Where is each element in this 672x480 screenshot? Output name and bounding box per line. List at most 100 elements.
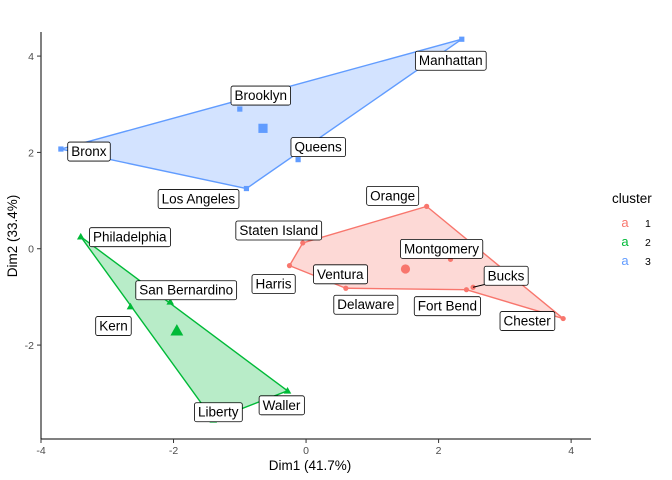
- cluster-1-centroid: [400, 264, 411, 274]
- label-box: [414, 50, 487, 71]
- label-text: Orange: [370, 188, 415, 203]
- point-bronx: [58, 146, 64, 152]
- label-kern: Kern: [95, 316, 132, 336]
- point-manhattan: [459, 36, 465, 42]
- label-box: [194, 402, 243, 423]
- label-box: [251, 274, 296, 295]
- x-tick-label: 4: [568, 445, 574, 457]
- legend-label-2: 2: [645, 237, 651, 249]
- label-box: [89, 227, 171, 248]
- label-bucks: Bucks: [483, 265, 529, 286]
- label-philadelphia: Philadelphia: [89, 227, 171, 248]
- label-box: [67, 141, 111, 162]
- label-manhattan: Manhattan: [414, 50, 487, 71]
- label-text: Kern: [99, 319, 128, 334]
- label-ventura: Ventura: [313, 264, 368, 285]
- point-delaware: [343, 285, 349, 291]
- point-harris: [286, 263, 293, 269]
- label-los-angeles: Los Angeles: [157, 189, 240, 209]
- label-box: [235, 220, 323, 241]
- legend-key-1: a: [621, 215, 629, 230]
- label-box: [230, 85, 291, 106]
- label-box: [95, 316, 132, 336]
- label-box: [313, 264, 368, 285]
- label-bronx: Bronx: [67, 141, 111, 162]
- y-tick-label: 4: [28, 51, 34, 63]
- label-box: [499, 311, 556, 331]
- label-box: [258, 395, 305, 416]
- label-box: [333, 294, 399, 315]
- label-box: [157, 189, 240, 209]
- point-san-bernardino: [166, 297, 175, 305]
- label-text: Brooklyn: [235, 88, 288, 103]
- x-tick-label: -4: [36, 445, 45, 457]
- y-tick-label: 0: [28, 244, 34, 256]
- label-text: Los Angeles: [162, 192, 236, 207]
- x-tick-label: 2: [436, 445, 442, 457]
- label-text: Fort Bend: [418, 299, 477, 314]
- point-queens: [295, 157, 301, 163]
- point-kern: [126, 302, 135, 310]
- label-text: San Bernardino: [139, 283, 233, 298]
- cluster-2-centroid: [170, 324, 184, 336]
- label-text: Queens: [294, 140, 342, 155]
- legend: cluster a 1 a 2 a 3: [612, 191, 652, 268]
- label-box: [400, 238, 484, 259]
- label-delaware: Delaware: [333, 294, 399, 315]
- legend-key-2: a: [621, 234, 629, 249]
- point-fort-bend: [463, 287, 470, 293]
- label-fort-bend: Fort Bend: [413, 296, 481, 317]
- label-text: Staten Island: [239, 223, 318, 238]
- label-text: Waller: [263, 398, 301, 413]
- label-box: [483, 265, 529, 286]
- label-box: [290, 137, 346, 158]
- point-staten-island: [300, 240, 306, 246]
- label-text: Harris: [255, 277, 291, 292]
- label-box: [135, 280, 238, 301]
- label-brooklyn: Brooklyn: [230, 85, 291, 106]
- point-brooklyn: [237, 106, 243, 112]
- label-san-bernardino: San Bernardino: [135, 280, 238, 301]
- y-tick-label: -2: [25, 340, 34, 352]
- y-tick-label: 2: [28, 147, 34, 159]
- label-text: Montgomery: [404, 241, 479, 256]
- cluster-3-centroid: [258, 123, 268, 133]
- label-text: Bucks: [488, 268, 525, 283]
- legend-label-3: 3: [645, 256, 651, 268]
- label-orange: Orange: [366, 185, 420, 206]
- label-liberty: Liberty: [194, 402, 243, 423]
- point-philadelphia: [76, 232, 85, 240]
- label-text: Chester: [504, 314, 552, 329]
- label-text: Delaware: [337, 297, 394, 312]
- label-harris: Harris: [251, 274, 296, 295]
- label-queens: Queens: [290, 137, 346, 158]
- x-tick-label: 0: [303, 445, 309, 457]
- point-labels: Staten Island Orange Montgomery Ventura Harr…: [67, 50, 556, 423]
- point-waller: [283, 387, 292, 394]
- label-chester: Chester: [499, 311, 556, 331]
- label-text: Ventura: [317, 267, 364, 282]
- legend-key-3: a: [621, 253, 629, 268]
- point-los-angeles: [243, 185, 250, 192]
- label-text: Bronx: [71, 144, 107, 159]
- legend-title: cluster: [612, 191, 652, 206]
- axis-ticks: -4 -2 0 2 4 -2 0 2 4: [25, 51, 575, 457]
- label-staten-island: Staten Island: [235, 220, 323, 241]
- point-orange: [424, 203, 430, 209]
- y-axis-title: Dim2 (33.4%): [5, 195, 20, 278]
- x-tick-label: -2: [169, 445, 178, 457]
- label-waller: Waller: [258, 395, 305, 416]
- label-box: [413, 296, 481, 317]
- label-box: [366, 185, 420, 206]
- label-text: Liberty: [198, 405, 239, 420]
- point-chester: [560, 315, 566, 322]
- x-axis-title: Dim1 (41.7%): [269, 458, 352, 473]
- axes: [40, 32, 591, 440]
- legend-label-1: 1: [645, 218, 651, 230]
- cluster-2-hull: [80, 236, 289, 421]
- label-text: Philadelphia: [93, 230, 167, 245]
- label-montgomery: Montgomery: [400, 238, 484, 259]
- label-text: Manhattan: [419, 53, 483, 68]
- cluster-3-hull: [60, 38, 463, 190]
